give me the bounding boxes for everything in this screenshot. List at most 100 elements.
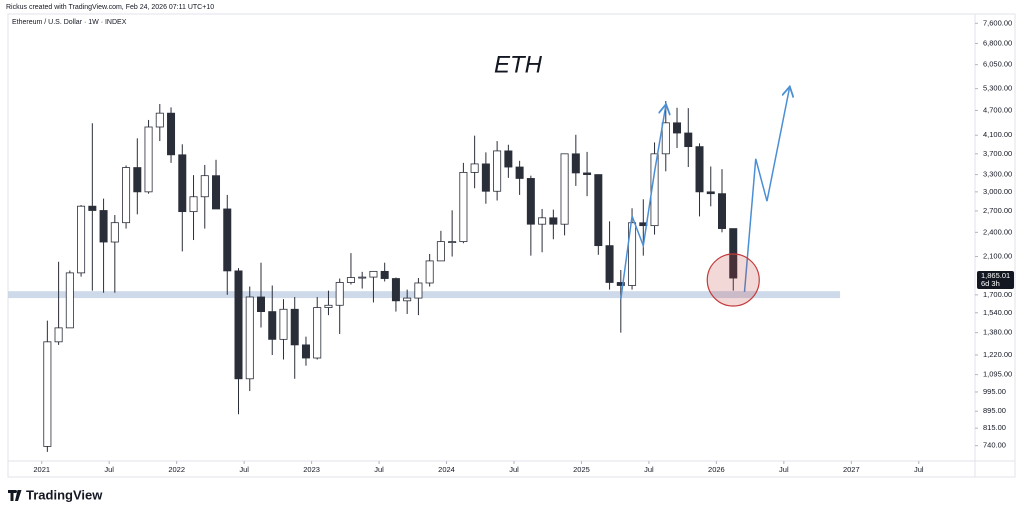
y-tick-label: 3,300.00 — [983, 170, 1012, 179]
candle-body — [189, 196, 198, 213]
y-tick-label: 1,380.00 — [983, 328, 1012, 337]
candle-body — [425, 260, 434, 284]
candle-body — [155, 112, 164, 128]
plot — [8, 88, 841, 452]
highlight-circle — [706, 253, 760, 307]
projection-path — [620, 106, 666, 300]
y-tick-label: 1,095.00 — [983, 370, 1012, 379]
candle-body — [616, 282, 625, 286]
candle-body — [583, 172, 592, 175]
x-tick-label: Jul — [779, 465, 789, 474]
candle-body — [470, 163, 479, 173]
symbol-label: Ethereum / U.S. Dollar · 1W · INDEX — [12, 19, 127, 26]
candle-body — [605, 245, 614, 283]
candle-body — [628, 222, 637, 286]
x-tick-label: Jul — [239, 465, 249, 474]
y-tick-label: 5,300.00 — [983, 84, 1012, 93]
header: Rickus created with TradingView.com, Feb… — [6, 4, 214, 11]
y-tick-label: 7,600.00 — [983, 18, 1012, 27]
candle-body — [661, 122, 670, 155]
candle-body — [167, 112, 176, 156]
y-tick-label: 4,700.00 — [983, 105, 1012, 114]
countdown-label: 6d 3h — [981, 279, 1000, 288]
candle-body — [133, 167, 142, 193]
candle-body — [234, 270, 243, 380]
y-tick-label: 3,700.00 — [983, 149, 1012, 158]
candle-body — [549, 217, 558, 225]
y-tick-label: 6,050.00 — [983, 60, 1012, 69]
frame — [7, 13, 1016, 478]
candle-body — [144, 126, 153, 193]
x-tick-label: 2024 — [438, 465, 455, 474]
candle-body — [245, 296, 254, 380]
candle-body — [493, 150, 502, 192]
candle-body — [110, 222, 119, 243]
x-tick-label: Jul — [374, 465, 384, 474]
y-tick-label: 815.00 — [983, 423, 1006, 432]
candle-body — [695, 146, 704, 193]
candle-body — [200, 175, 209, 198]
projection-path — [743, 88, 789, 292]
candle-body — [346, 277, 355, 283]
y-tick-label: 895.00 — [983, 406, 1006, 415]
x-tick-label: 2027 — [843, 465, 860, 474]
candle-body — [99, 210, 108, 243]
y-tick-label: 740.00 — [983, 441, 1006, 450]
x-tick-label: 2026 — [708, 465, 725, 474]
candle-body — [718, 193, 727, 229]
candle-body — [65, 272, 74, 329]
x-tick-label: Jul — [914, 465, 924, 474]
candle-body — [369, 270, 378, 278]
y-tick-label: 1,220.00 — [983, 350, 1012, 359]
candle-body — [324, 304, 333, 308]
candle-body — [380, 270, 389, 279]
candle-body — [54, 327, 63, 343]
candle-body — [459, 171, 468, 243]
footer-brand: TradingView — [26, 487, 103, 502]
candle-body — [77, 205, 86, 274]
candle-body — [122, 167, 131, 224]
candle-body — [212, 175, 221, 210]
candle-body — [571, 153, 580, 174]
last-price-box — [977, 271, 1014, 290]
candle-body — [43, 341, 52, 447]
candle-body — [673, 122, 682, 134]
x-tick-label: 2022 — [168, 465, 185, 474]
x-tick-label: Jul — [104, 465, 114, 474]
last-price-label: 1,865.01 — [981, 271, 1010, 280]
brand: TradingView — [8, 487, 103, 502]
y-tick-label: 1,540.00 — [983, 308, 1012, 317]
candle-body — [729, 228, 738, 279]
candle-body — [436, 241, 445, 262]
support-zone — [8, 291, 841, 299]
candle-body — [88, 205, 97, 211]
y-tick-label: 2,400.00 — [983, 227, 1012, 236]
x-tick-label: 2023 — [303, 465, 320, 474]
logo-dot — [14, 490, 17, 493]
candle-body — [403, 297, 412, 302]
candle-body — [650, 153, 659, 227]
candle-body — [313, 307, 322, 359]
candle-body — [290, 308, 299, 346]
x-tick-label: Jul — [644, 465, 654, 474]
candle-body — [706, 191, 715, 195]
y-tick-label: 2,700.00 — [983, 206, 1012, 215]
y-tick-label: 3,000.00 — [983, 187, 1012, 196]
candle-body — [538, 217, 547, 225]
x-tick-label: 2025 — [573, 465, 590, 474]
candle-body — [268, 311, 277, 340]
y-tick-label: 2,100.00 — [983, 252, 1012, 261]
x-tick-label: Jul — [509, 465, 519, 474]
candle-body — [684, 132, 693, 148]
candle-body — [279, 308, 288, 340]
candle-body — [335, 282, 344, 306]
candle-body — [504, 150, 513, 168]
y-tick-label: 4,100.00 — [983, 130, 1012, 139]
candle-body — [256, 296, 265, 312]
candle-body — [515, 166, 524, 179]
candle-body — [526, 178, 535, 225]
candle-body — [178, 154, 187, 213]
y-tick-label: 6,800.00 — [983, 38, 1012, 47]
y-tick-label: 1,700.00 — [983, 290, 1012, 299]
